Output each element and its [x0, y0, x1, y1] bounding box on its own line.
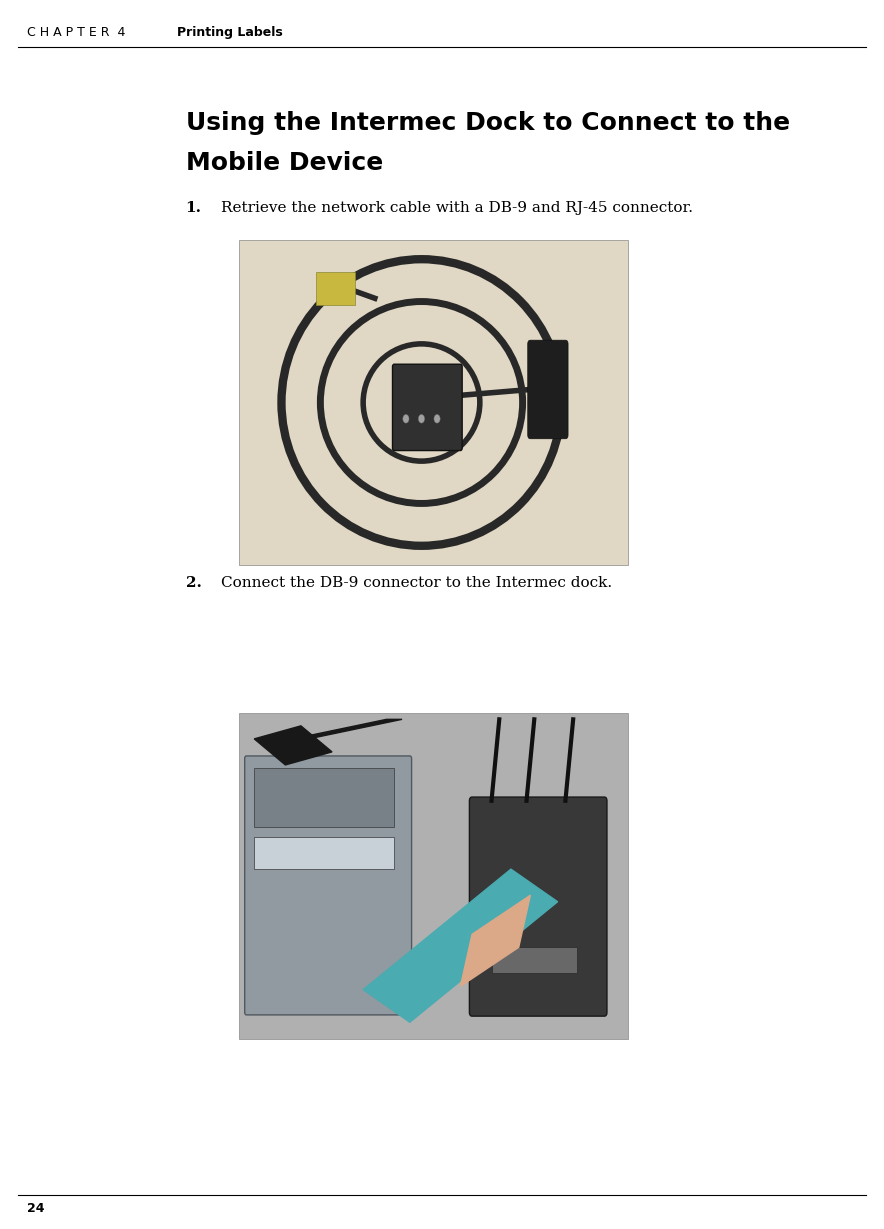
FancyBboxPatch shape — [469, 798, 607, 1016]
Polygon shape — [262, 719, 402, 745]
FancyBboxPatch shape — [255, 768, 394, 827]
Text: Printing Labels: Printing Labels — [177, 26, 283, 39]
FancyBboxPatch shape — [239, 240, 628, 565]
FancyBboxPatch shape — [492, 948, 577, 973]
Text: Connect the DB-9 connector to the Intermec dock.: Connect the DB-9 connector to the Interm… — [221, 576, 612, 590]
FancyBboxPatch shape — [316, 273, 355, 305]
FancyBboxPatch shape — [528, 340, 568, 439]
Text: 2.: 2. — [186, 576, 202, 590]
Text: 1.: 1. — [186, 202, 202, 215]
Polygon shape — [363, 869, 558, 1023]
Circle shape — [434, 414, 440, 423]
FancyBboxPatch shape — [255, 837, 394, 869]
FancyBboxPatch shape — [392, 364, 462, 451]
Text: 24: 24 — [27, 1202, 44, 1215]
Circle shape — [418, 414, 424, 423]
FancyBboxPatch shape — [245, 756, 412, 1015]
Text: Using the Intermec Dock to Connect to the: Using the Intermec Dock to Connect to th… — [186, 111, 789, 135]
Polygon shape — [461, 895, 530, 987]
Text: Retrieve the network cable with a DB-9 and RJ-45 connector.: Retrieve the network cable with a DB-9 a… — [221, 202, 693, 215]
Text: Mobile Device: Mobile Device — [186, 150, 383, 175]
FancyBboxPatch shape — [239, 713, 628, 1039]
Text: C H A P T E R  4: C H A P T E R 4 — [27, 26, 125, 39]
Circle shape — [403, 414, 409, 423]
Polygon shape — [255, 726, 332, 764]
